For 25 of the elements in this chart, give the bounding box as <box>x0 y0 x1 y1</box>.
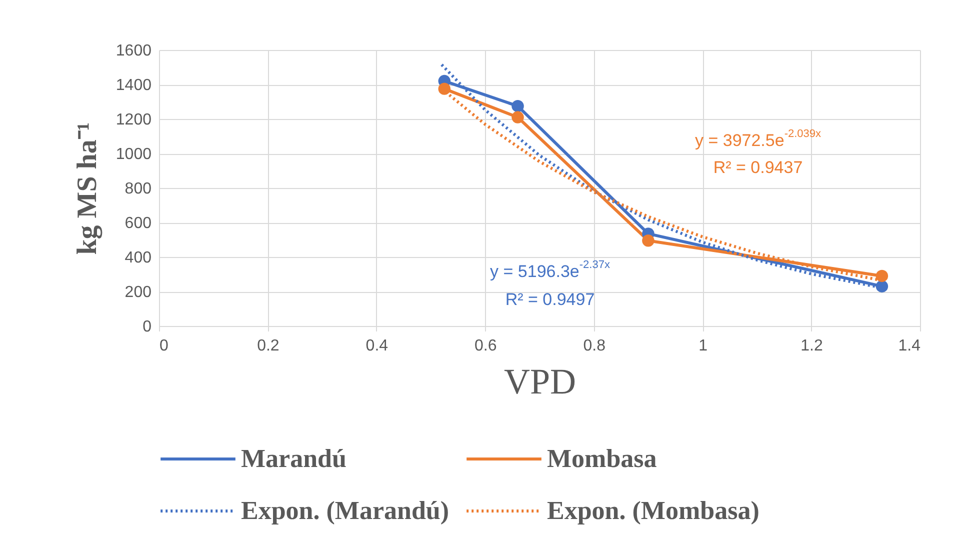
x-tick-label: 0.8 <box>583 338 606 354</box>
legend-label: Expon. (Marandú) <box>241 496 450 525</box>
annotation: R² = 0.9437 <box>713 158 803 177</box>
x-tick-label: 0 <box>160 338 168 354</box>
x-tick-label: 0.6 <box>474 338 497 354</box>
x-tick-label: 0.2 <box>257 338 280 354</box>
y-tick-label: 400 <box>124 250 152 266</box>
y-tick-label: 1400 <box>116 77 152 94</box>
y-tick-label: 1200 <box>116 112 152 128</box>
legend-label: Marandú <box>241 444 346 473</box>
x-tick-label: 1 <box>698 338 708 354</box>
x-axis-title: VPD <box>504 362 576 402</box>
legend-label: Expon. (Mombasa) <box>547 496 760 525</box>
y-tick-label: 1000 <box>116 146 152 163</box>
y-tick-label: 1600 <box>116 42 152 60</box>
legend-label: Mombasa <box>547 444 657 473</box>
y-tick-label: 0 <box>142 318 152 336</box>
y-tick-label: 200 <box>124 284 152 301</box>
x-tick-label: 0.4 <box>366 338 388 354</box>
x-tick-label: 1.4 <box>898 338 921 354</box>
x-tick-label: 1.2 <box>800 338 824 354</box>
annotation: R² = 0.9497 <box>505 290 595 309</box>
y-axis-title: kg MS ha⁻¹ <box>72 122 103 255</box>
y-tick-label: 800 <box>124 180 152 198</box>
y-tick-label: 600 <box>124 215 152 232</box>
